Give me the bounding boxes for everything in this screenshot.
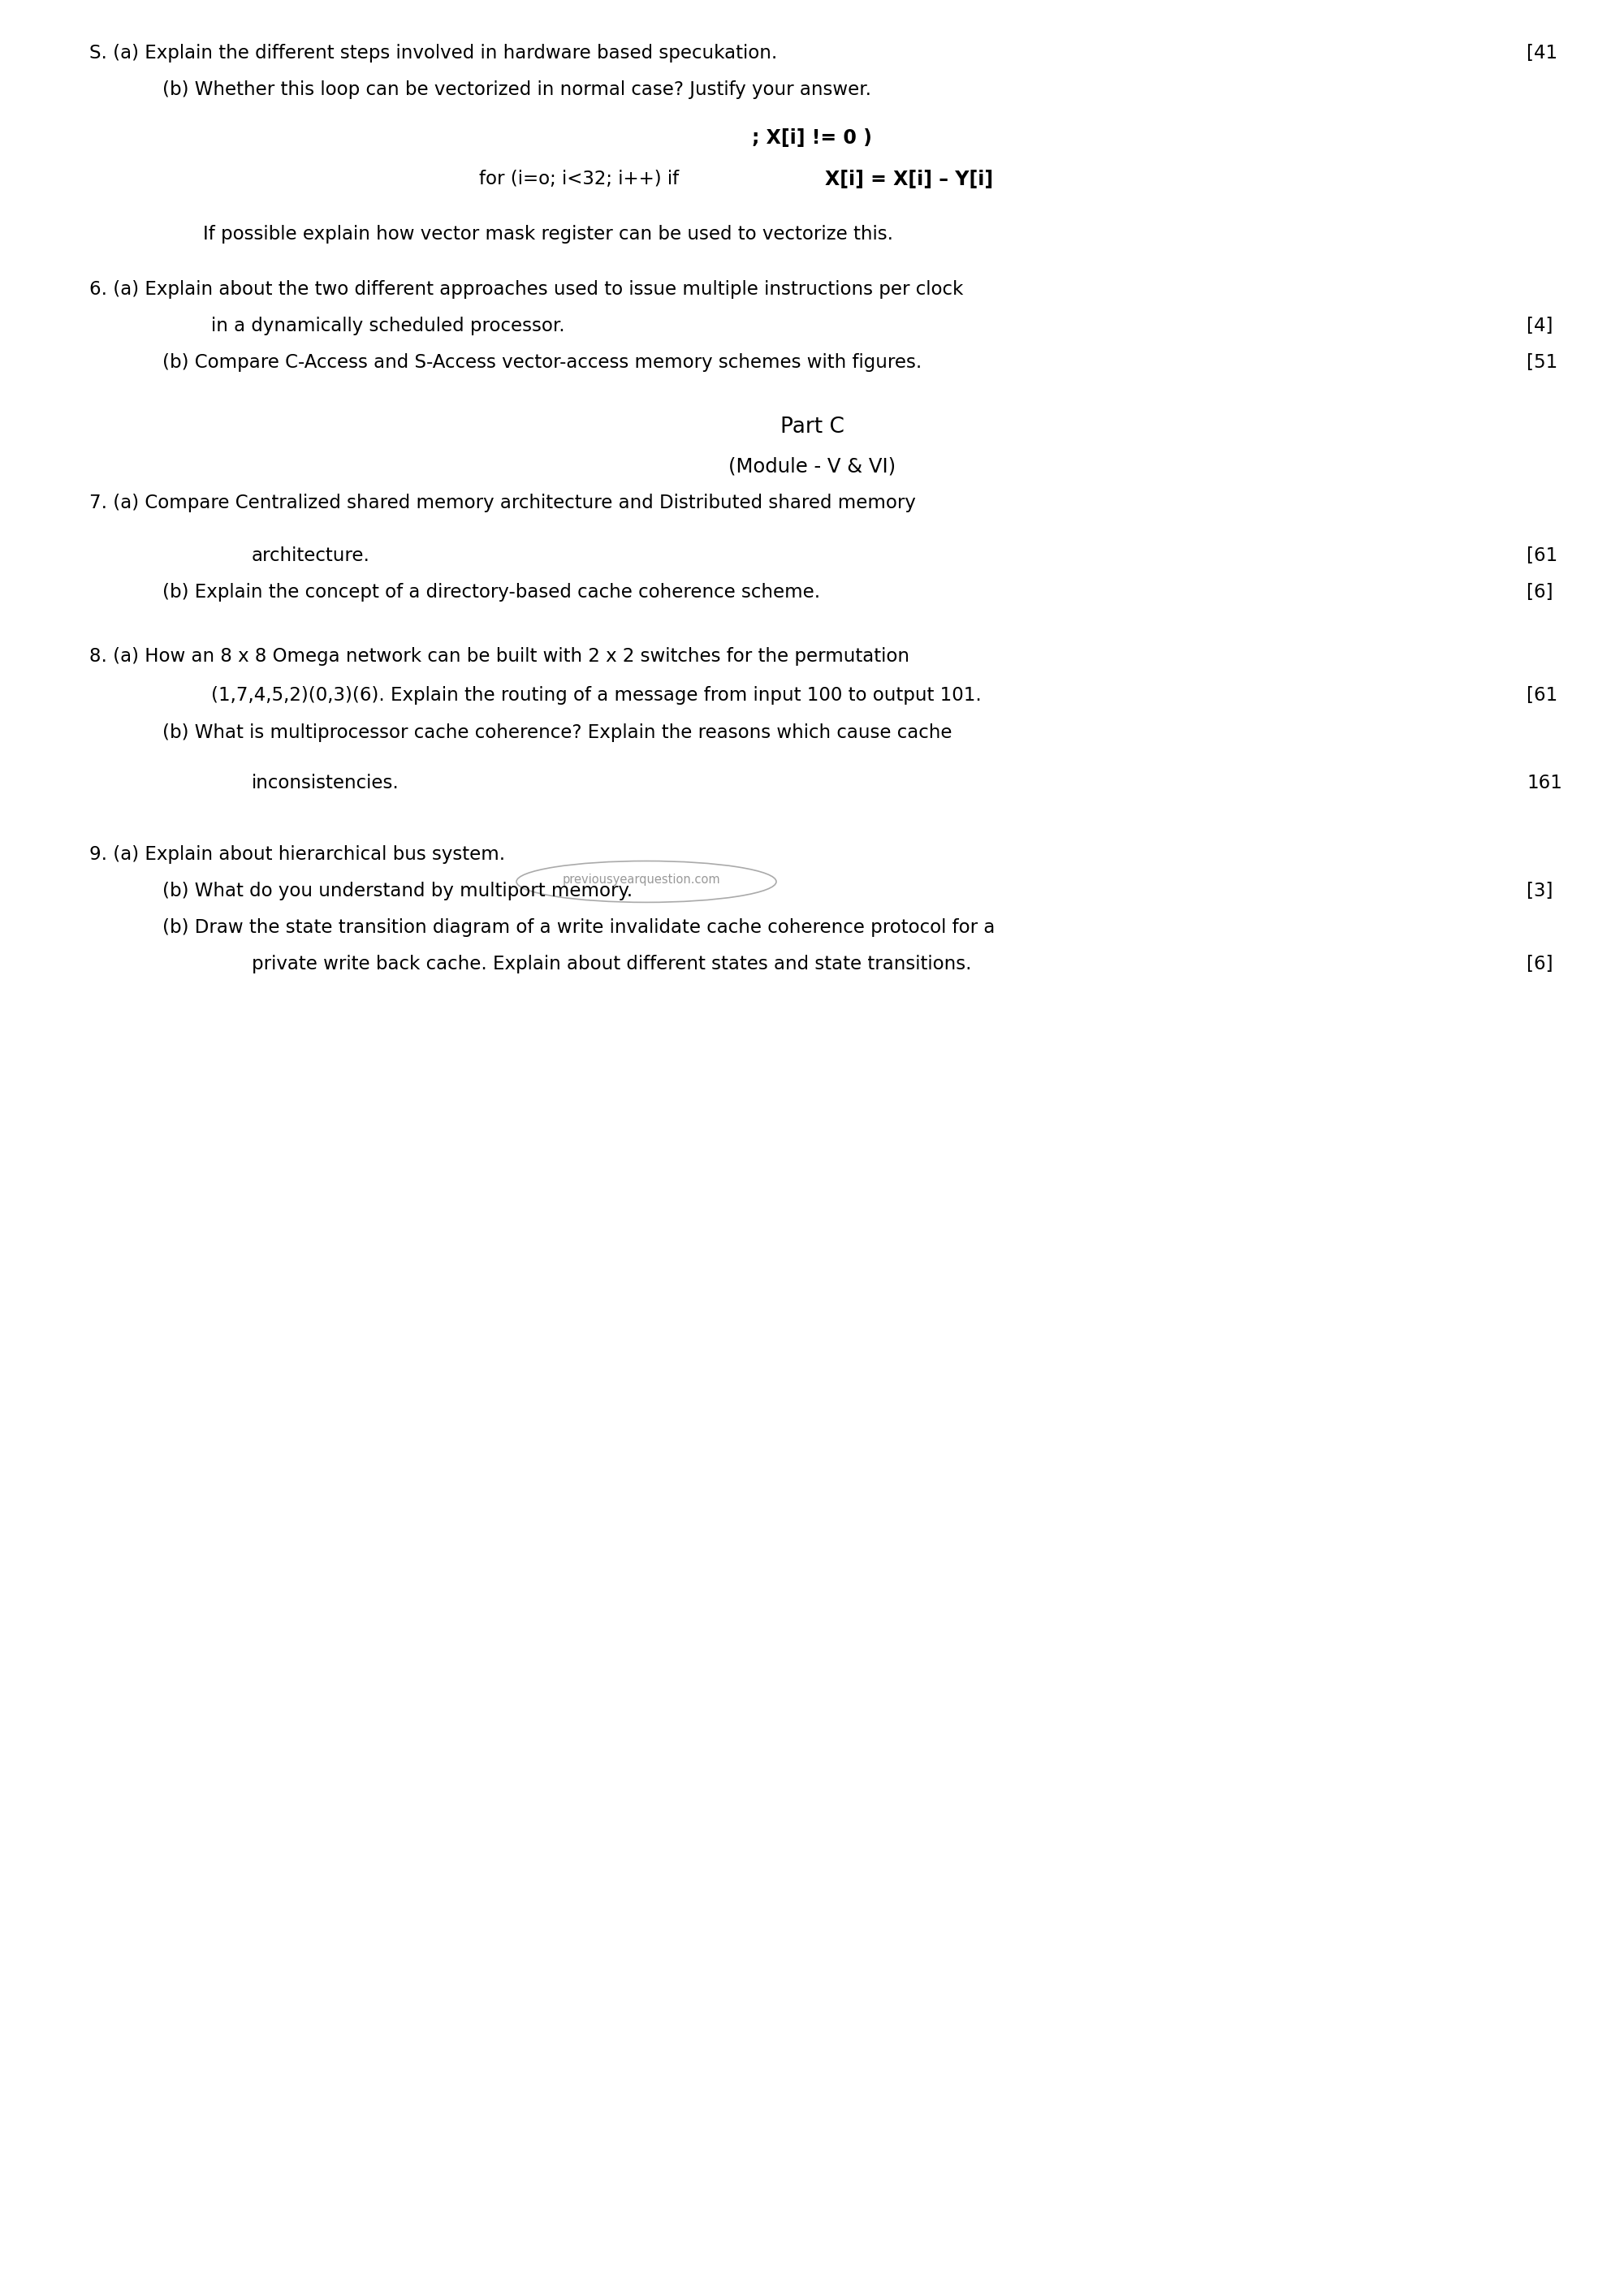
Text: (b) Draw the state transition diagram of a write invalidate cache coherence prot: (b) Draw the state transition diagram of… xyxy=(162,918,996,937)
Text: [4]: [4] xyxy=(1527,317,1553,335)
Text: in a dynamically scheduled processor.: in a dynamically scheduled processor. xyxy=(211,317,565,335)
Text: (b) What do you understand by multiport memory.: (b) What do you understand by multiport … xyxy=(162,882,633,900)
Text: (b) Explain the concept of a directory-based cache coherence scheme.: (b) Explain the concept of a directory-b… xyxy=(162,583,820,602)
Text: [3]: [3] xyxy=(1527,882,1553,900)
Text: 6. (a) Explain about the two different approaches used to issue multiple instruc: 6. (a) Explain about the two different a… xyxy=(89,280,963,298)
Text: [6]: [6] xyxy=(1527,583,1553,602)
Text: [41: [41 xyxy=(1527,44,1557,62)
Text: [61: [61 xyxy=(1527,687,1557,705)
Text: 9. (a) Explain about hierarchical bus system.: 9. (a) Explain about hierarchical bus sy… xyxy=(89,845,505,863)
Text: 161: 161 xyxy=(1527,774,1562,792)
Text: ; X[i] != 0 ): ; X[i] != 0 ) xyxy=(752,129,872,147)
Text: 7. (a) Compare Centralized shared memory architecture and Distributed shared mem: 7. (a) Compare Centralized shared memory… xyxy=(89,494,916,512)
Text: (b) Whether this loop can be vectorized in normal case? Justify your answer.: (b) Whether this loop can be vectorized … xyxy=(162,80,870,99)
Text: [61: [61 xyxy=(1527,546,1557,565)
Text: private write back cache. Explain about different states and state transitions.: private write back cache. Explain about … xyxy=(252,955,971,974)
Text: (1,7,4,5,2)(0,3)(6). Explain the routing of a message from input 100 to output 1: (1,7,4,5,2)(0,3)(6). Explain the routing… xyxy=(211,687,981,705)
Text: previousyearquestion.com: previousyearquestion.com xyxy=(562,872,721,886)
Text: 8. (a) How an 8 x 8 Omega network can be built with 2 x 2 switches for the permu: 8. (a) How an 8 x 8 Omega network can be… xyxy=(89,647,909,666)
Text: X[i] = X[i] – Y[i]: X[i] = X[i] – Y[i] xyxy=(825,170,994,188)
Text: S. (a) Explain the different steps involved in hardware based specukation.: S. (a) Explain the different steps invol… xyxy=(89,44,778,62)
Text: inconsistencies.: inconsistencies. xyxy=(252,774,400,792)
Text: (b) Compare C-Access and S-Access vector-access memory schemes with figures.: (b) Compare C-Access and S-Access vector… xyxy=(162,354,922,372)
Text: architecture.: architecture. xyxy=(252,546,370,565)
Text: [6]: [6] xyxy=(1527,955,1553,974)
Text: for (i=o; i<32; i++) if: for (i=o; i<32; i++) if xyxy=(479,170,679,188)
Text: [51: [51 xyxy=(1527,354,1557,372)
Text: (b) What is multiprocessor cache coherence? Explain the reasons which cause cach: (b) What is multiprocessor cache coheren… xyxy=(162,723,952,742)
Text: (Module - V & VI): (Module - V & VI) xyxy=(728,457,896,475)
Text: Part C: Part C xyxy=(780,416,844,439)
Text: If possible explain how vector mask register can be used to vectorize this.: If possible explain how vector mask regi… xyxy=(203,225,893,243)
